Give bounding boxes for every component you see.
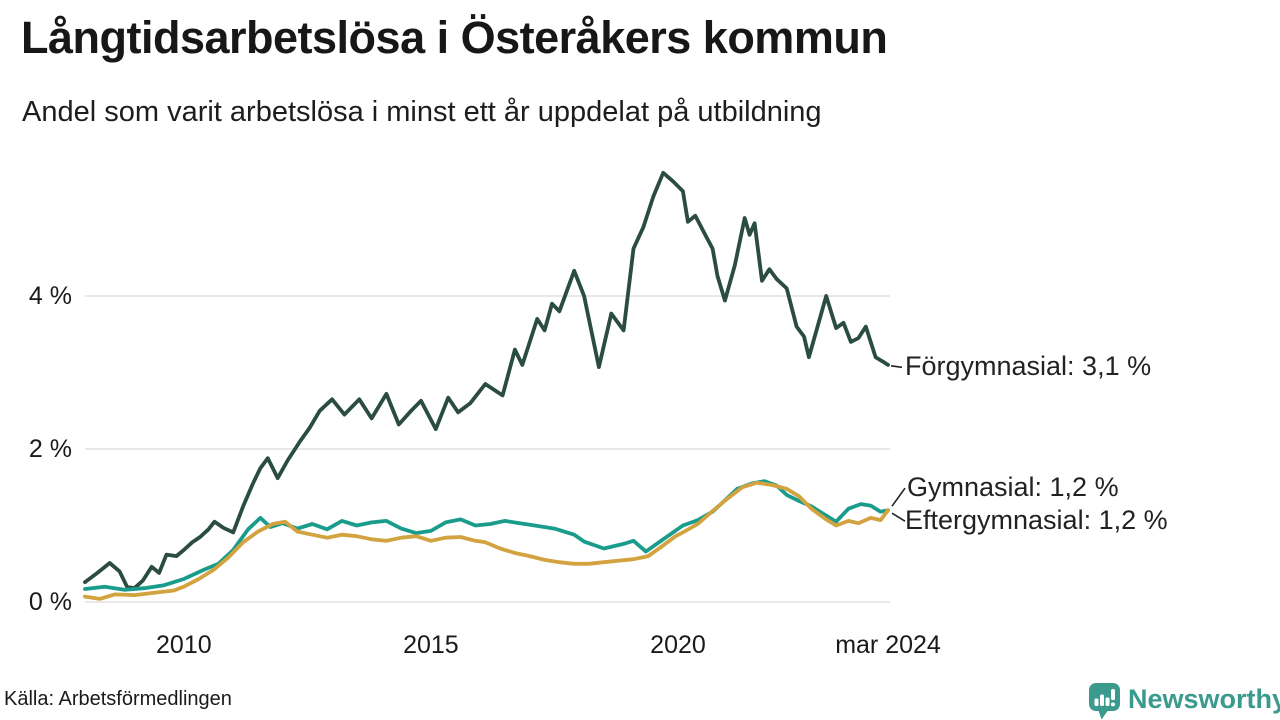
page-title: Långtidsarbetslösa i Österåkers kommun <box>21 12 888 63</box>
newsworthy-logo-text: Newsworthy <box>1128 684 1280 714</box>
newsworthy-logo-icon <box>1089 683 1120 720</box>
chart-subtitle: Andel som varit arbetslösa i minst ett å… <box>22 96 822 128</box>
source-note: Källa: Arbetsförmedlingen <box>4 688 232 710</box>
label-connector <box>891 487 906 507</box>
series-line-gymnasial <box>83 479 890 592</box>
series-label-gymnasial: Gymnasial: 1,2 % <box>907 472 1119 502</box>
x-tick-label: 2010 <box>156 631 212 659</box>
x-tick-label: 2015 <box>403 631 459 659</box>
y-tick-label: 0 % <box>28 588 72 616</box>
y-tick-label: 2 % <box>28 435 72 463</box>
series-line-eftergymnasial <box>83 480 890 601</box>
x-tick-label: mar 2024 <box>835 631 941 659</box>
y-tick-label: 4 % <box>28 282 72 310</box>
series-label-eftergymnasial: Eftergymnasial: 1,2 % <box>905 505 1168 535</box>
x-tick-label: 2020 <box>650 631 706 659</box>
label-connector <box>890 365 903 369</box>
series-label-forgymnasial: Förgymnasial: 3,1 % <box>905 351 1152 381</box>
series-line-förgymnasial <box>83 170 890 591</box>
label-connector <box>891 512 906 522</box>
